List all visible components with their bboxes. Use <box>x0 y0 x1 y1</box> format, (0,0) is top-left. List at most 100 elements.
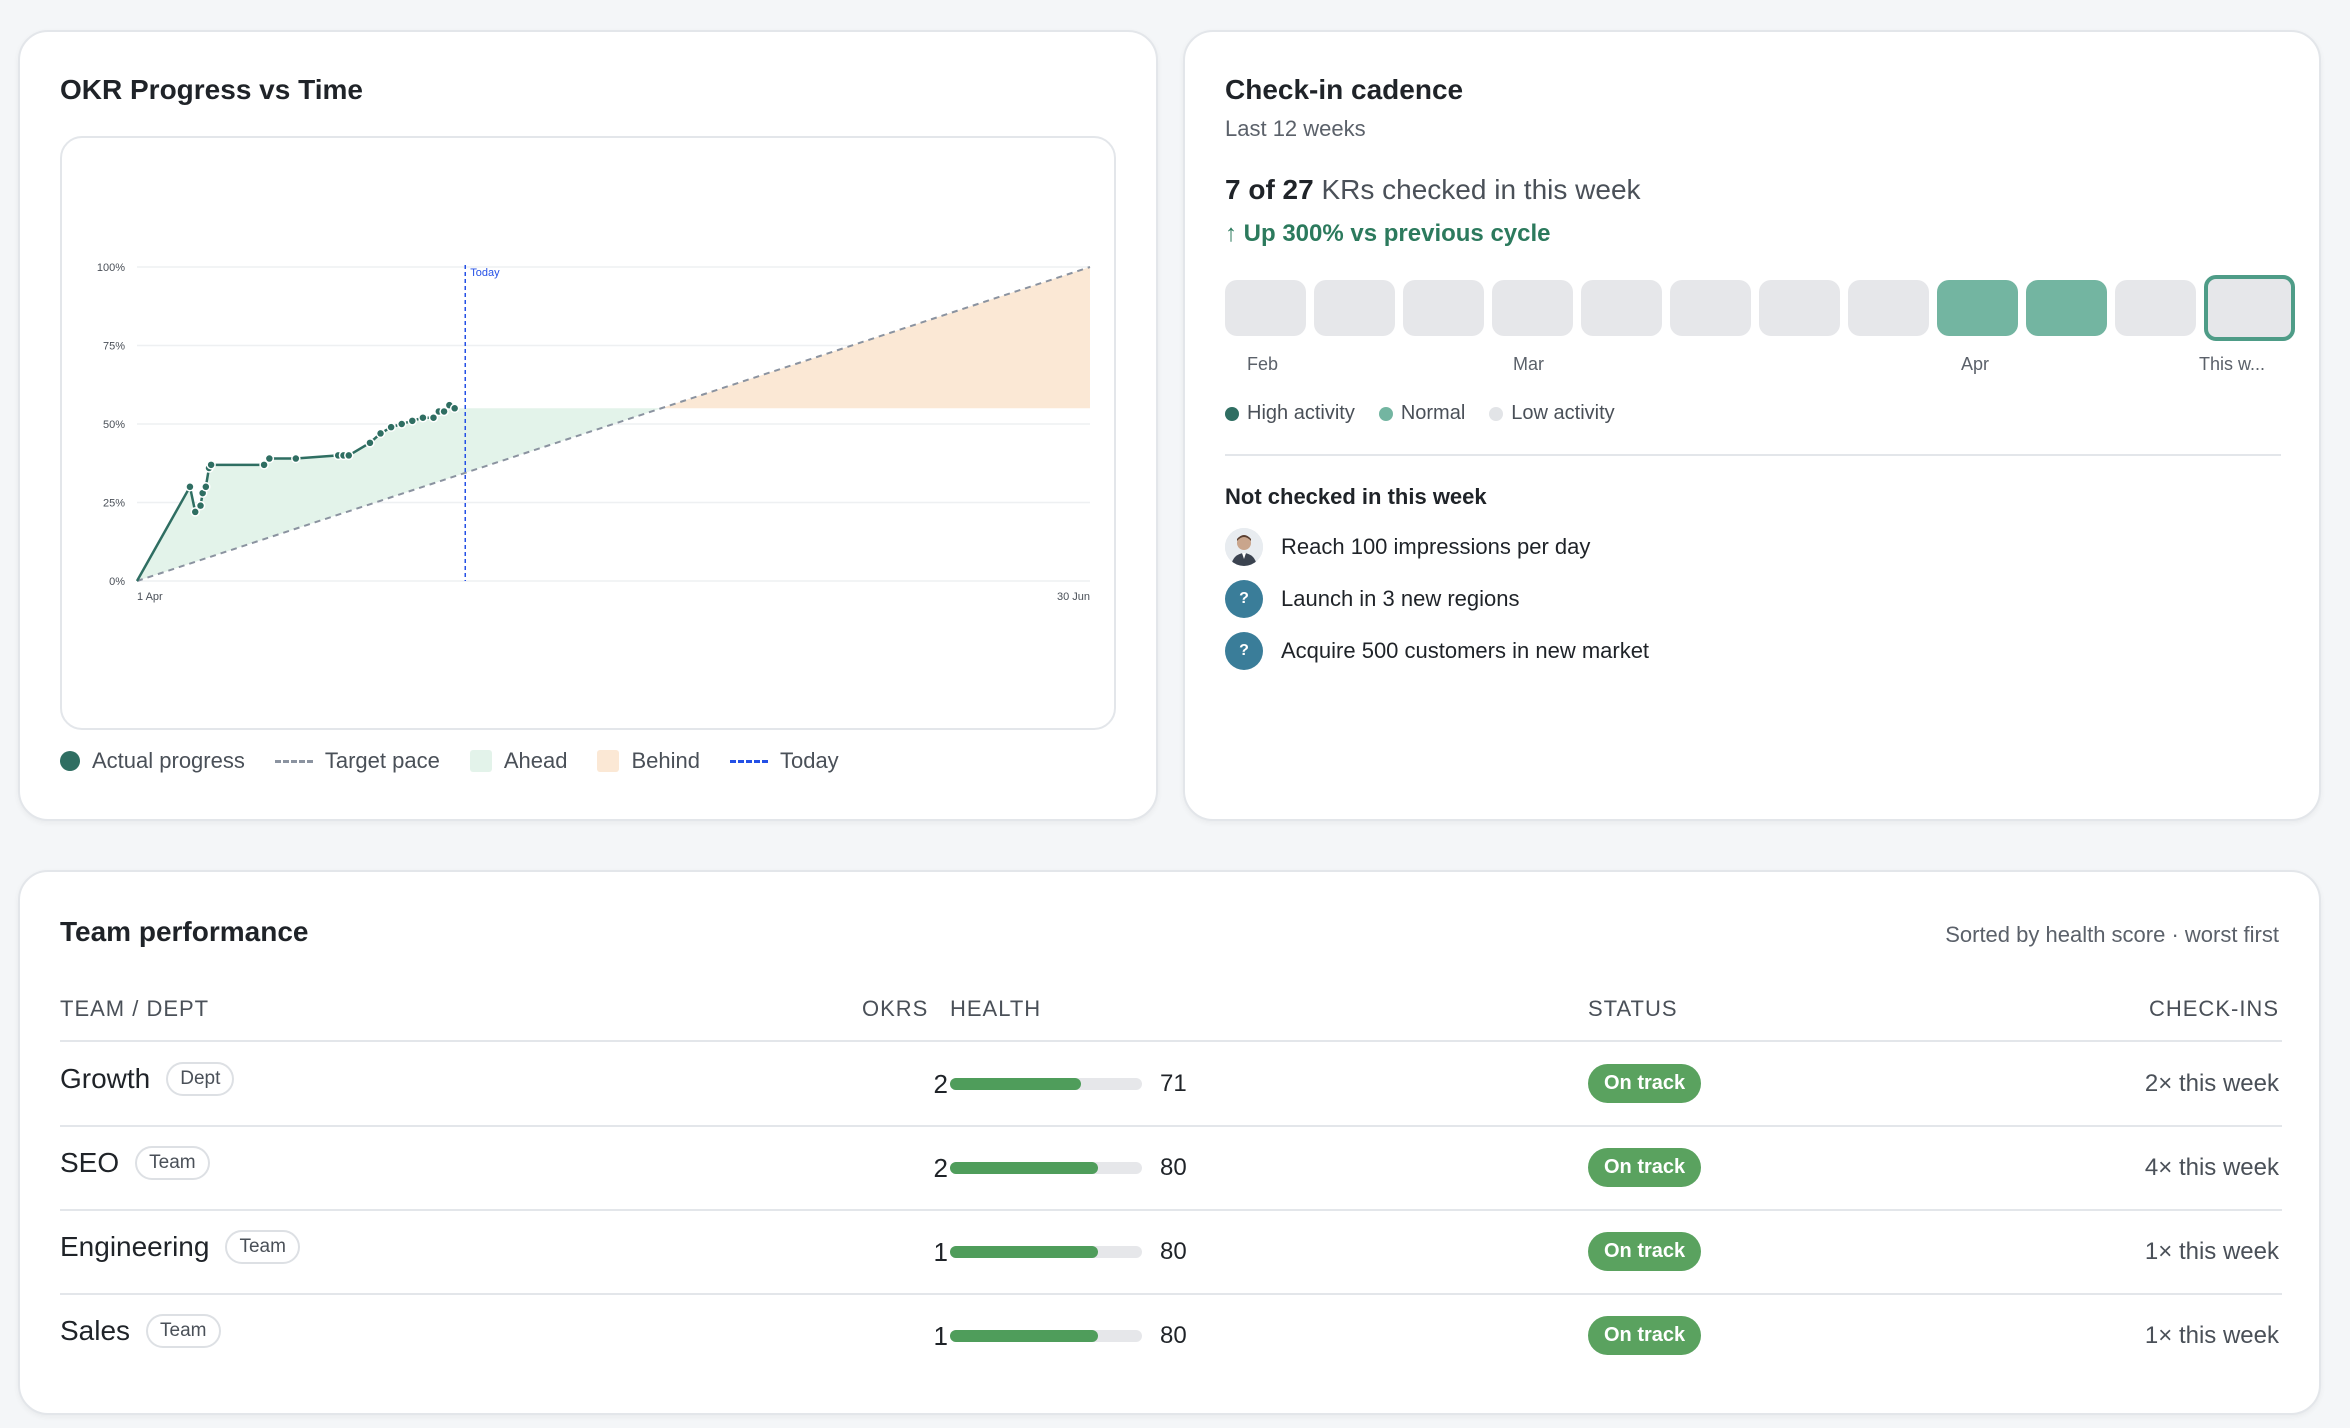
team-name-cell: Engineering Team <box>60 1230 300 1264</box>
col-header-health: HEALTH <box>950 996 1042 1021</box>
checkin-cadence-card: Check-in cadence Last 12 weeks 7 of 27 K… <box>1183 30 2321 821</box>
health-bar <box>950 1162 1142 1174</box>
legend-label: Normal <box>1400 402 1466 424</box>
activity-legend: High activity Normal Low activity <box>1225 402 1615 425</box>
month-label-apr: Apr <box>1961 354 1990 374</box>
team-name-cell: SEO Team <box>60 1146 210 1180</box>
week-cell[interactable] <box>2026 280 2107 336</box>
sort-note: Sorted by health score · worst first <box>1945 922 2279 947</box>
low-activity-dot <box>1489 406 1504 421</box>
kr-label: Acquire 500 customers in new market <box>1281 638 1650 663</box>
week-cell[interactable] <box>1848 280 1929 336</box>
row-divider <box>60 1125 2282 1127</box>
week-cell[interactable] <box>1937 280 2018 336</box>
week-cell[interactable] <box>1492 280 1573 336</box>
team-type-chip: Team <box>225 1230 300 1264</box>
status-badge: On track <box>1588 1148 1702 1187</box>
team-name[interactable]: Engineering <box>60 1231 210 1262</box>
team-card-title: Team performance <box>60 916 309 947</box>
progress-point <box>206 460 216 470</box>
week-cell[interactable] <box>1670 280 1751 336</box>
health-bar-fill <box>950 1162 1099 1174</box>
team-name[interactable]: Sales <box>60 1315 131 1346</box>
legend-label: Target pace <box>324 748 440 773</box>
legend-normal-activity: Normal <box>1378 402 1466 425</box>
x-tick-label: 1 Apr <box>137 591 163 603</box>
legend-label: Ahead <box>503 748 568 773</box>
progress-point <box>185 482 195 492</box>
legend-label: Actual progress <box>92 748 245 773</box>
week-cell[interactable] <box>1314 280 1395 336</box>
checkin-summary-text: KRs checked in this week <box>1313 174 1641 205</box>
unknown-owner-icon: ? <box>1225 580 1263 618</box>
legend-today: Today <box>729 748 839 774</box>
okr-count: 2 <box>933 1153 948 1183</box>
progress-point <box>344 450 354 461</box>
team-performance-card: Team performance Sorted by health score … <box>18 870 2321 1415</box>
ahead-area <box>137 405 662 581</box>
col-header-checkins: CHECK-INS <box>2148 996 2279 1021</box>
row-divider <box>60 1209 2282 1211</box>
progress-point <box>386 422 396 432</box>
actual-progress-swatch <box>60 751 80 771</box>
okr-progress-card: OKR Progress vs Time 100% 75% 50% 25% 0% Toda… <box>18 30 1158 821</box>
week-cell-current[interactable] <box>2204 275 2295 341</box>
progress-point <box>291 453 301 464</box>
progress-point <box>264 453 275 464</box>
legend-label: Low activity <box>1511 402 1615 424</box>
normal-activity-dot <box>1378 406 1393 421</box>
not-checked-title: Not checked in this week <box>1225 484 1487 509</box>
progress-point <box>375 428 386 439</box>
progress-point <box>365 438 375 448</box>
kr-label: Reach 100 impressions per day <box>1281 534 1591 559</box>
kr-item[interactable]: ? Launch in 3 new regions <box>1225 580 1520 618</box>
health-score: 80 <box>1160 1322 1187 1349</box>
team-name-cell: Growth Dept <box>60 1062 235 1096</box>
legend-behind: Behind <box>597 748 700 774</box>
progress-point <box>449 403 460 414</box>
progress-point <box>259 460 269 470</box>
week-activity-strip <box>1225 275 2295 341</box>
team-name[interactable]: Growth <box>60 1063 151 1094</box>
okr-progress-chart: 100% 75% 50% 25% 0% Today 1 Apr 30 Jun <box>97 262 1091 603</box>
y-tick-label: 50% <box>103 419 125 431</box>
legend-low-activity: Low activity <box>1489 402 1615 425</box>
health-score: 80 <box>1160 1154 1187 1181</box>
status-badge: On track <box>1588 1232 1702 1271</box>
week-cell[interactable] <box>1403 280 1484 336</box>
checkin-card-title: Check-in cadence <box>1225 74 1464 105</box>
y-tick-label: 100% <box>97 262 125 274</box>
kr-item[interactable]: ? Acquire 500 customers in new market <box>1225 632 1649 670</box>
checkin-subtitle: Last 12 weeks <box>1225 116 1366 141</box>
checkins-count: 1× this week <box>2144 1238 2279 1265</box>
month-label-feb: Feb <box>1247 354 1279 374</box>
y-tick-label: 75% <box>103 341 125 353</box>
health-score: 71 <box>1160 1070 1187 1097</box>
okr-count: 1 <box>933 1237 948 1267</box>
kr-item[interactable]: Reach 100 impressions per day <box>1225 528 1590 566</box>
team-name[interactable]: SEO <box>60 1147 120 1178</box>
ahead-swatch <box>469 750 492 772</box>
month-label-mar: Mar <box>1513 354 1544 374</box>
okr-chart-legend: Actual progress Target pace Ahead Behind… <box>60 748 839 774</box>
legend-actual-progress: Actual progress <box>60 748 245 774</box>
y-tick-label: 25% <box>103 498 125 510</box>
progress-point <box>407 416 418 426</box>
today-swatch <box>729 759 768 763</box>
week-cell[interactable] <box>1581 280 1662 336</box>
legend-target-pace: Target pace <box>274 748 440 774</box>
row-divider <box>60 1293 2282 1295</box>
week-cell[interactable] <box>2115 280 2196 336</box>
team-type-chip: Team <box>146 1314 221 1348</box>
okr-count: 2 <box>933 1069 948 1099</box>
week-cell[interactable] <box>1759 280 1840 336</box>
team-name-cell: Sales Team <box>60 1314 221 1348</box>
legend-ahead: Ahead <box>469 748 568 774</box>
high-activity-dot <box>1225 406 1239 421</box>
x-tick-label: 30 Jun <box>1057 591 1090 603</box>
legend-high-activity: High activity <box>1225 402 1355 425</box>
health-bar-fill <box>950 1078 1081 1090</box>
unknown-owner-icon: ? <box>1225 632 1263 670</box>
week-cell[interactable] <box>1225 280 1306 336</box>
team-type-chip: Dept <box>166 1062 235 1096</box>
